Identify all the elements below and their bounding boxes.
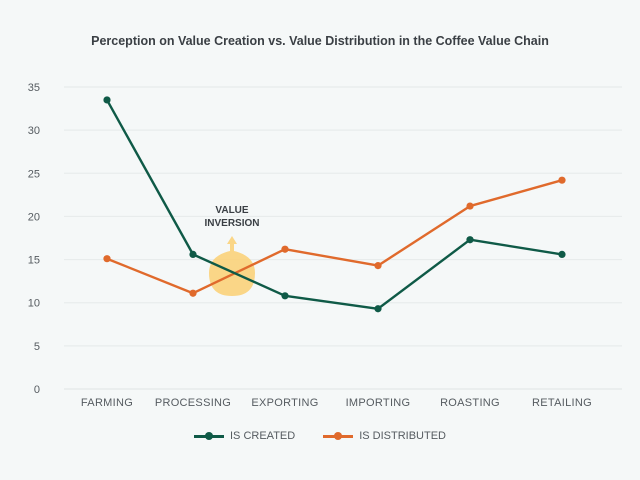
series-created — [103, 96, 566, 313]
legend-swatch-distributed — [323, 432, 354, 440]
data-point[interactable] — [466, 236, 474, 244]
data-point[interactable] — [189, 250, 197, 258]
legend-swatch-created — [194, 432, 224, 440]
data-point[interactable] — [281, 245, 289, 253]
legend-label-distributed: IS DISTRIBUTED — [359, 430, 446, 442]
series-distributed — [103, 176, 566, 297]
data-point[interactable] — [103, 96, 111, 104]
data-point[interactable] — [189, 289, 197, 297]
line-chart: 0 5 10 15 20 25 30 35 FARMING PROCESSING EXPORTIN… — [28, 82, 622, 409]
gridlines — [64, 86, 622, 390]
legend-label-created: IS CREATED — [230, 430, 296, 442]
x-tick-label: RETAILING — [532, 397, 592, 409]
data-point[interactable] — [374, 305, 382, 313]
annotation-line-2: INVERSION — [204, 218, 259, 229]
annotation-line-1: VALUE — [215, 205, 248, 216]
chart-title: Perception on Value Creation vs. Value D… — [91, 34, 549, 48]
x-tick-label: IMPORTING — [346, 397, 411, 409]
data-point[interactable] — [558, 250, 566, 258]
legend: IS CREATED IS DISTRIBUTED — [0, 430, 640, 442]
data-point[interactable] — [103, 255, 111, 263]
x-axis-ticks: FARMING PROCESSING EXPORTING IMPORTING ROAST… — [81, 397, 592, 409]
series-layer — [103, 96, 566, 313]
y-tick-label: 25 — [28, 168, 40, 180]
y-tick-label: 5 — [34, 341, 40, 353]
series-line — [106, 179, 563, 295]
y-tick-label: 15 — [28, 255, 40, 267]
series-line — [105, 99, 563, 310]
x-tick-label: FARMING — [81, 397, 133, 409]
legend-item-created[interactable]: IS CREATED — [194, 430, 295, 442]
data-point[interactable] — [374, 262, 382, 270]
value-inversion-annotation: VALUE INVERSION — [204, 205, 260, 296]
y-tick-label: 0 — [34, 384, 40, 396]
y-tick-label: 20 — [28, 211, 40, 223]
x-tick-label: ROASTING — [440, 397, 500, 409]
data-point[interactable] — [558, 176, 566, 184]
y-tick-label: 10 — [28, 298, 40, 310]
legend-item-distributed[interactable]: IS DISTRIBUTED — [323, 430, 446, 442]
x-tick-label: EXPORTING — [251, 397, 318, 409]
y-tick-label: 30 — [28, 125, 40, 137]
y-tick-label: 35 — [28, 82, 40, 94]
y-axis-ticks: 0 5 10 15 20 25 30 35 — [28, 82, 40, 396]
data-point[interactable] — [281, 292, 289, 300]
data-point[interactable] — [466, 202, 474, 210]
x-tick-label: PROCESSING — [155, 397, 231, 409]
